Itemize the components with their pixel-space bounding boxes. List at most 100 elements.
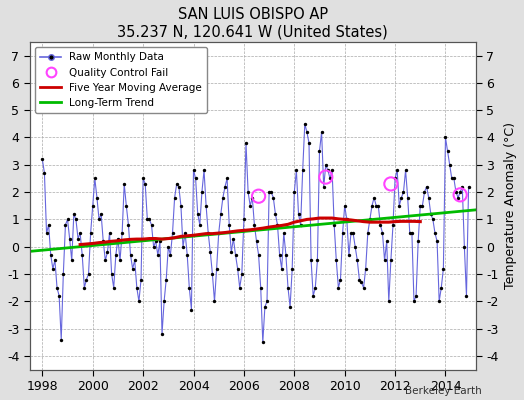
- Point: [53, 284, 61, 291]
- Point: [112, 252, 120, 258]
- Point: [271, 211, 280, 217]
- Point: [376, 222, 385, 228]
- Point: [99, 238, 107, 244]
- Point: [185, 284, 193, 291]
- Point: [364, 230, 372, 236]
- Point: [416, 202, 424, 209]
- Point: [372, 202, 380, 209]
- Point: [320, 184, 328, 190]
- Point: [254, 252, 263, 258]
- Point: [454, 194, 462, 201]
- Point: [70, 211, 78, 217]
- Point: [370, 194, 378, 201]
- Point: [204, 230, 212, 236]
- Point: [383, 238, 391, 244]
- Point: [299, 167, 307, 174]
- Point: [267, 189, 276, 195]
- Point: [154, 252, 162, 258]
- Point: [259, 339, 267, 346]
- Point: [263, 298, 271, 304]
- Point: [51, 257, 59, 264]
- Point: [72, 216, 80, 223]
- Point: [164, 244, 172, 250]
- Point: [301, 121, 309, 127]
- Point: [246, 202, 254, 209]
- Point: [420, 189, 429, 195]
- Point: [160, 298, 168, 304]
- Point: [91, 175, 99, 182]
- Point: [401, 167, 410, 174]
- Point: [114, 235, 122, 242]
- Point: [427, 211, 435, 217]
- Point: [326, 175, 334, 182]
- Point: [345, 252, 353, 258]
- Point: [101, 257, 110, 264]
- Point: [294, 211, 303, 217]
- Point: [214, 230, 223, 236]
- Point: [397, 194, 406, 201]
- Point: [86, 230, 95, 236]
- Point: [315, 148, 324, 154]
- Point: [395, 202, 403, 209]
- Point: [135, 298, 143, 304]
- Point: [313, 257, 322, 264]
- Point: [229, 235, 237, 242]
- Point: [412, 293, 420, 299]
- Point: [103, 249, 112, 255]
- Point: [59, 271, 68, 277]
- Point: [447, 175, 456, 182]
- Point: [57, 336, 66, 343]
- Point: [95, 216, 103, 223]
- Point: [351, 244, 359, 250]
- Point: [38, 156, 47, 162]
- Point: [126, 252, 135, 258]
- Point: [158, 331, 166, 337]
- Point: [55, 293, 63, 299]
- Point: [137, 276, 145, 283]
- Point: [318, 129, 326, 135]
- Point: [47, 252, 55, 258]
- Point: [322, 174, 330, 180]
- Point: [353, 257, 362, 264]
- Point: [410, 298, 418, 304]
- Point: [63, 216, 72, 223]
- Point: [235, 284, 244, 291]
- Point: [225, 222, 233, 228]
- Point: [208, 271, 216, 277]
- Point: [439, 265, 447, 272]
- Point: [450, 175, 458, 182]
- Point: [460, 244, 468, 250]
- Point: [429, 216, 437, 223]
- Point: [110, 284, 118, 291]
- Point: [200, 167, 208, 174]
- Point: [290, 189, 299, 195]
- Point: [191, 175, 200, 182]
- Point: [309, 293, 318, 299]
- Point: [97, 211, 105, 217]
- Point: [328, 167, 336, 174]
- Point: [355, 276, 364, 283]
- Point: [168, 230, 177, 236]
- Point: [221, 184, 229, 190]
- Point: [61, 222, 70, 228]
- Point: [292, 167, 301, 174]
- Point: [206, 249, 214, 255]
- Point: [227, 249, 235, 255]
- Point: [202, 202, 210, 209]
- Point: [93, 194, 101, 201]
- Point: [441, 134, 450, 141]
- Point: [128, 265, 137, 272]
- Point: [181, 230, 189, 236]
- Point: [366, 216, 374, 223]
- Point: [307, 257, 315, 264]
- Point: [187, 306, 195, 313]
- Point: [139, 175, 147, 182]
- Point: [380, 257, 389, 264]
- Point: [339, 230, 347, 236]
- Point: [147, 222, 156, 228]
- Point: [303, 129, 311, 135]
- Point: [40, 170, 49, 176]
- Point: [431, 230, 439, 236]
- Point: [280, 230, 288, 236]
- Point: [248, 194, 256, 201]
